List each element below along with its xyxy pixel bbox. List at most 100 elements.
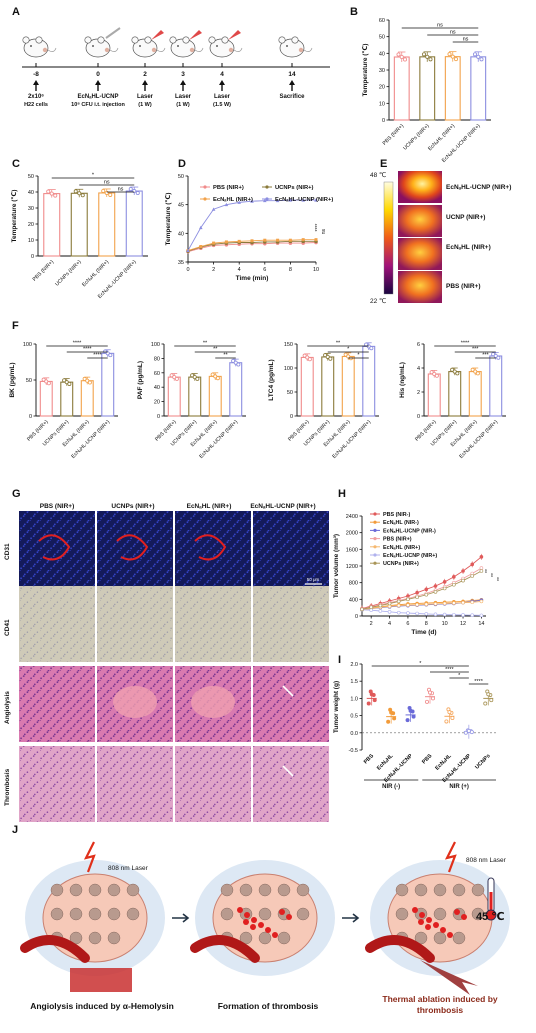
data-point bbox=[82, 376, 87, 381]
mouse-ear bbox=[208, 36, 216, 44]
data-point bbox=[211, 207, 216, 211]
data-point bbox=[424, 699, 429, 704]
data-point bbox=[450, 367, 455, 372]
data-point bbox=[44, 379, 49, 384]
tumor-cell bbox=[296, 883, 310, 897]
thrombus-cell bbox=[286, 914, 292, 920]
x-tick-label: 10 bbox=[313, 267, 319, 273]
timeline-event-line1: Laser bbox=[175, 94, 192, 100]
tumor-cell bbox=[471, 883, 485, 897]
data-point bbox=[427, 690, 432, 695]
laser-bolt-icon bbox=[444, 841, 457, 873]
data-point bbox=[174, 376, 179, 381]
data-point bbox=[425, 54, 430, 59]
panel-label-g: G bbox=[12, 488, 21, 500]
blood-vessel bbox=[20, 935, 90, 963]
x-tick-label: 6 bbox=[406, 621, 409, 627]
x-tick-label: 14 bbox=[478, 621, 484, 627]
tumor-cell bbox=[239, 883, 253, 897]
data-point bbox=[479, 566, 484, 570]
data-point bbox=[135, 191, 140, 196]
data-point bbox=[450, 716, 455, 721]
data-point bbox=[452, 575, 456, 579]
mouse-icon bbox=[278, 36, 313, 58]
data-point bbox=[233, 360, 238, 365]
y-tick-label: 10 bbox=[379, 101, 385, 107]
y-tick-label: 0 bbox=[417, 414, 420, 420]
tumor-cell bbox=[433, 907, 447, 921]
histology-tiles: 50 μm bbox=[19, 511, 329, 822]
mouse-ear bbox=[97, 36, 105, 44]
bar bbox=[60, 381, 74, 417]
bar bbox=[70, 192, 88, 257]
data-point bbox=[169, 373, 174, 378]
mouse-tumor bbox=[151, 47, 157, 53]
data-point bbox=[447, 52, 452, 57]
sig-label: ** bbox=[213, 347, 218, 353]
mouse-tumor bbox=[298, 47, 304, 53]
j-laser-label-1: 808 nm Laser bbox=[108, 865, 148, 872]
sig-label: **** bbox=[93, 353, 102, 359]
histology-tile bbox=[19, 586, 95, 662]
legend-marker bbox=[373, 528, 377, 533]
x-axis-label: Time (min) bbox=[236, 275, 269, 282]
mouse-ear bbox=[291, 36, 299, 44]
x-tick-label: EcNₐHL-UCNP (NIR+) bbox=[331, 419, 372, 460]
thrombus-cell bbox=[426, 917, 432, 923]
j-caption-angiolysis: Angiolysis induced by α-Hemolysin bbox=[30, 1001, 174, 1011]
data-point bbox=[486, 692, 491, 697]
laser-beam-icon bbox=[189, 30, 202, 40]
group-label: NIR (+) bbox=[449, 784, 469, 790]
bar bbox=[98, 192, 116, 257]
y-tick-label: 50 bbox=[287, 390, 293, 396]
data-point bbox=[489, 698, 494, 703]
histology-tile bbox=[253, 586, 329, 662]
bar bbox=[188, 376, 202, 417]
data-point bbox=[49, 191, 54, 196]
data-point bbox=[470, 367, 475, 372]
thermometer-bulb bbox=[485, 909, 497, 921]
histology-tile bbox=[253, 511, 329, 587]
data-point bbox=[46, 189, 51, 194]
tumor-cell bbox=[220, 883, 234, 897]
bar bbox=[489, 355, 503, 417]
tumor-cell bbox=[69, 907, 83, 921]
data-point bbox=[424, 592, 429, 597]
thrombus-cell bbox=[272, 932, 278, 938]
sig-label: * bbox=[357, 353, 360, 359]
thrombus-cell bbox=[418, 919, 424, 925]
data-point bbox=[442, 586, 447, 591]
g-row-cd31: CD31 bbox=[4, 543, 11, 560]
y-tick-label: 400 bbox=[349, 597, 358, 603]
y-tick-label: 30 bbox=[28, 206, 34, 212]
y-tick-label: 2000 bbox=[346, 531, 358, 537]
tumor-cell bbox=[88, 931, 102, 945]
e-scale-bottom: 22 ℃ bbox=[370, 298, 387, 305]
data-point bbox=[378, 603, 383, 608]
data-point bbox=[461, 613, 465, 617]
data-point bbox=[433, 584, 438, 588]
g-col-pbs: PBS (NIR+) bbox=[39, 503, 75, 510]
data-point bbox=[369, 692, 374, 697]
data-point bbox=[186, 248, 190, 253]
data-point bbox=[479, 613, 484, 618]
sig-label: *** bbox=[472, 347, 479, 353]
timeline-event-line2: (1 W) bbox=[138, 102, 152, 108]
data-point bbox=[301, 198, 305, 202]
g-row-cd41: CD41 bbox=[4, 619, 11, 636]
y-axis-label: PAF (pg/mL) bbox=[137, 361, 144, 399]
tumor-cell bbox=[433, 931, 447, 945]
timeline-day: 3 bbox=[181, 71, 185, 78]
hemorrhage-region bbox=[191, 686, 235, 718]
data-point bbox=[399, 55, 404, 60]
y-tick-label: 45 bbox=[178, 203, 184, 209]
mouse-tail bbox=[303, 47, 313, 52]
data-point bbox=[403, 57, 408, 62]
legend-label: EcNₐHL (NIR+) bbox=[213, 197, 253, 203]
data-point bbox=[408, 708, 413, 713]
data-point bbox=[314, 198, 318, 202]
sig-label: **** bbox=[474, 679, 483, 685]
data-point bbox=[190, 373, 195, 378]
